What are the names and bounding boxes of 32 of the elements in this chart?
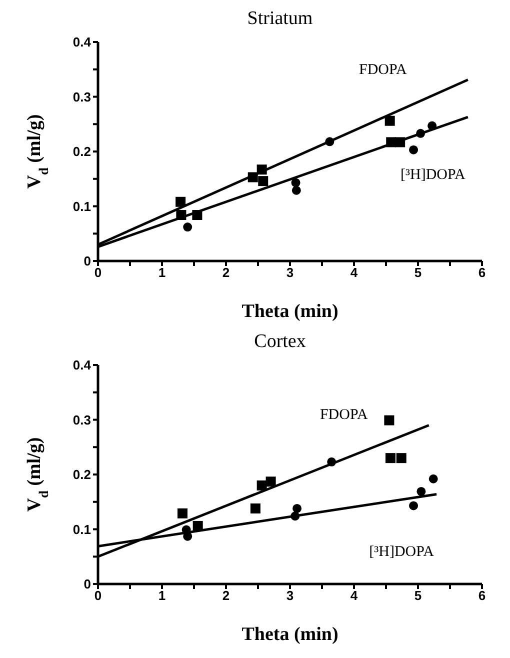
- x-tick-label: 3: [286, 588, 294, 604]
- y-tick-label: 0: [84, 576, 91, 592]
- x-axis-title: Theta (min): [242, 301, 338, 322]
- x-tick-label: 2: [222, 265, 230, 280]
- x-tick-label: 1: [158, 265, 166, 280]
- chart-title: Striatum: [246, 8, 314, 31]
- y-tick-label: 0.1: [72, 198, 91, 214]
- x-tick-label: 5: [414, 265, 422, 280]
- series-label: FDOPA: [320, 407, 368, 424]
- y-tick-label: 0: [84, 254, 91, 269]
- y-tick-label: 0.4: [72, 358, 92, 373]
- chart-title: Cortex: [253, 331, 307, 354]
- y-tick-label: 0.2: [72, 467, 91, 482]
- x-tick-label: 4: [350, 588, 358, 604]
- y-tick-label: 0.3: [72, 412, 91, 428]
- x-axis-title: Theta (min): [242, 624, 338, 645]
- y-tick-label: 0.4: [72, 34, 92, 50]
- y-tick-label: 0.2: [72, 144, 91, 160]
- x-tick-label: 6: [478, 265, 486, 280]
- text: [³H]DOPA: [369, 544, 434, 560]
- x-tick-label: 0: [94, 588, 102, 604]
- x-tick-label: 1: [158, 588, 166, 604]
- series-label: FDOPA: [359, 62, 407, 78]
- x-tick-label: 0: [94, 265, 102, 280]
- y-tick-label: 0.3: [72, 89, 91, 104]
- x-tick-label: 3: [286, 265, 294, 280]
- x-tick-label: 2: [222, 588, 230, 604]
- x-tick-label: 6: [478, 588, 486, 604]
- y-tick-label: 0.1: [72, 522, 91, 537]
- x-tick-label: 5: [414, 588, 422, 604]
- x-tick-label: 4: [350, 265, 358, 280]
- series-label: [³H]DOPA: [400, 167, 466, 184]
